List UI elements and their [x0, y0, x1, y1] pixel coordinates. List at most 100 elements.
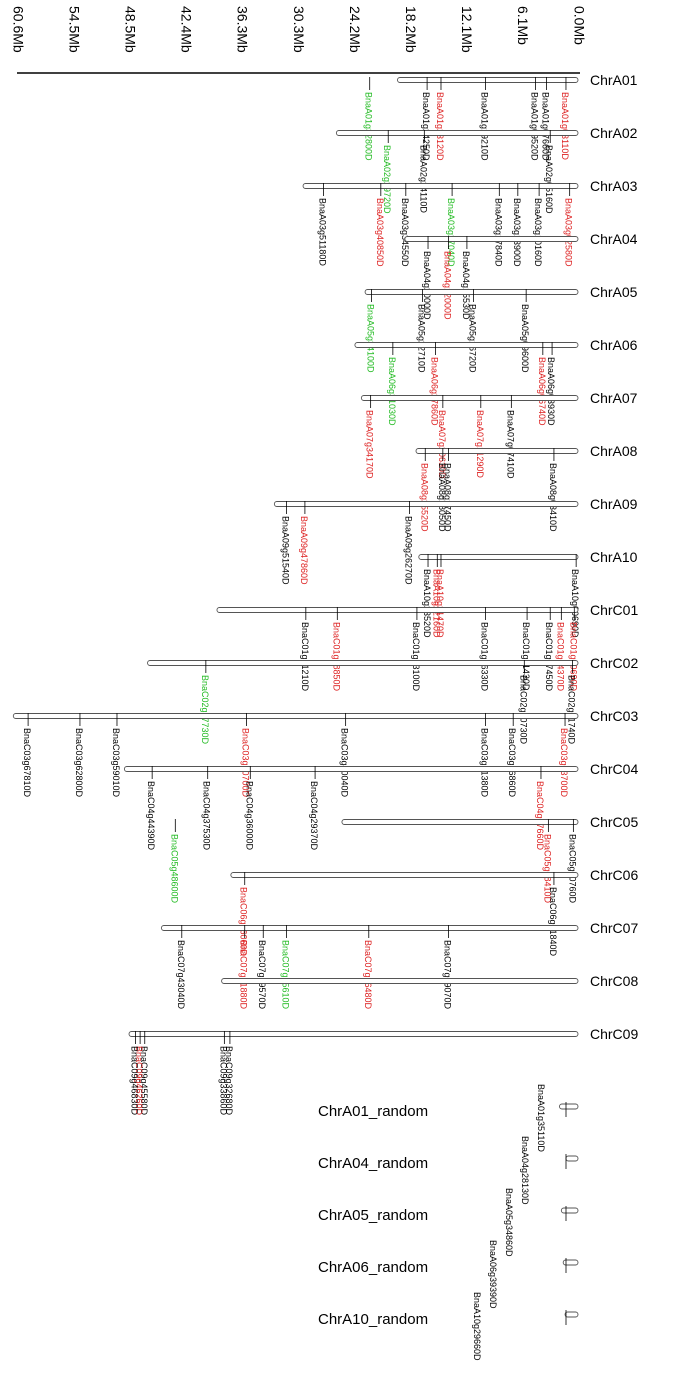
gene-label: BnaA07g11290D: [475, 410, 485, 478]
chromosome-bar: [230, 872, 579, 878]
scaffold-bar: [565, 1155, 579, 1162]
chromosome-bar: [123, 766, 579, 772]
gene-label: BnaA08g18050D: [437, 463, 447, 532]
gene-label: BnaC06g36060D: [239, 887, 249, 957]
chromosome-chrc06: ChrC06 BnaC06g01840D BnaC06g36060D: [230, 867, 638, 957]
chromosome-bar: [221, 978, 579, 984]
chromosome-chra07: ChrA07 BnaA07g07410D BnaA07g11290D BnaA07g2…: [360, 390, 638, 479]
scaffold-label: ChrA10_random: [318, 1311, 428, 1328]
gene-label: BnaA06g27860D: [429, 357, 439, 426]
gene-label: BnaC01g31210D: [300, 622, 310, 692]
gene-label: BnaA10g22160D: [431, 569, 441, 638]
gene-label: BnaC03g59010D: [111, 728, 121, 798]
gene-label: BnaA04g20000D: [422, 251, 432, 320]
gene-label: BnaC01g28850D: [331, 622, 341, 692]
gene-label: BnaA05g34860D: [504, 1188, 514, 1257]
chromosome-chrc01: ChrC01 BnaC01g00690DBnaC01g04370DBnaC01g0…: [216, 602, 638, 692]
chromosome-bar: [364, 289, 579, 295]
gene-label: BnaC05g08410D: [542, 834, 552, 904]
gene-label: BnaC02g10730D: [518, 675, 528, 745]
chromosome-label: ChrA10: [590, 549, 638, 565]
gene-label: BnaC03g62800D: [74, 728, 84, 798]
gene-label: BnaA05g34100D: [366, 304, 376, 373]
gene-label: BnaC04g44390D: [146, 781, 156, 851]
chromosome-bar: [418, 554, 579, 560]
chromosome-label: ChrA02: [590, 125, 638, 141]
gene-label: BnaA04g28130D: [520, 1136, 530, 1205]
gene-label: BnaA01g32800D: [364, 92, 374, 161]
gene-label: BnaC09g46260D: [134, 1046, 144, 1116]
chromosome-label: ChrA06: [590, 337, 638, 353]
gene-label: BnaC04g37530D: [202, 781, 212, 851]
random-scaffold-chra05-random: ChrA05_random BnaA05g34860D: [318, 1188, 579, 1257]
gene-label: BnaA03g13900D: [512, 198, 522, 267]
chromosome-bar: [128, 1031, 579, 1037]
chromosome-bar: [360, 395, 579, 401]
chromosome-chra04: ChrA04 BnaA04g12000D BnaA04g15530D BnaA04g2…: [404, 231, 638, 320]
chromosome-label: ChrA07: [590, 390, 638, 406]
gene-label: BnaA07g07410D: [505, 410, 515, 479]
chromosome-chrc05: ChrC05 BnaC05g00760D BnaC05g08410D BnaC05g4…: [169, 814, 638, 904]
axis-tick-label: 30.3Mb: [291, 6, 307, 53]
gene-label: BnaA03g27040D: [446, 198, 456, 267]
scaffold-bar: [564, 1311, 579, 1318]
chromosome-bar: [341, 819, 579, 825]
axis-tick-label: 42.4Mb: [179, 6, 195, 53]
gene-label: BnaC07g43040D: [176, 940, 186, 1010]
gene-label: BnaC01g00690D: [568, 622, 578, 692]
gene-label: BnaA10g00690D: [570, 569, 580, 638]
gene-label: BnaA03g10160D: [533, 198, 543, 267]
gene-label: BnaA06g03930D: [546, 357, 556, 426]
gene-label: BnaC01g16330D: [479, 622, 489, 692]
gene-label: BnaA01g23120D: [435, 92, 445, 161]
gene-label: BnaC09g46830D: [129, 1046, 139, 1116]
gene-label: BnaA06g39390D: [488, 1240, 498, 1309]
gene-label: BnaC09g45580D: [139, 1046, 149, 1116]
gene-label: BnaA06g31030D: [387, 357, 397, 426]
chromosome-bar: [160, 925, 579, 931]
chromosome-bar: [335, 130, 579, 136]
axis-tick-label: 18.2Mb: [403, 6, 419, 53]
chromosome-chra10: ChrA10 BnaA10g00690D BnaA10g21470DBnaA10g2…: [418, 549, 638, 638]
random-scaffold-chra04-random: ChrA04_random BnaA04g28130D: [318, 1136, 579, 1205]
chromosome-bar: [302, 183, 579, 189]
gene-label: BnaA03g34550D: [400, 198, 410, 267]
axis-tick-label: 54.5Mb: [66, 6, 82, 53]
gene-label: BnaC07g16480D: [363, 940, 373, 1010]
gene-label: BnaA08g03410D: [548, 463, 558, 532]
gene-label: BnaC04g29370D: [309, 781, 319, 851]
gene-label: BnaC01g04370D: [555, 622, 565, 692]
gene-label: BnaC06g01840D: [548, 887, 558, 957]
axis-tick-label: 48.5Mb: [122, 6, 138, 53]
scale-axis: 0.0Mb 6.1Mb 12.1Mb 18.2Mb 24.2Mb 30.3Mb 36.3Mb…: [10, 6, 587, 74]
chromosome-chra03: ChrA03 BnaA03g02580D BnaA03g10160D BnaA03g1…: [302, 178, 638, 267]
chromosome-label: ChrC09: [590, 1026, 638, 1042]
chromosome-chrc07: ChrC07 BnaC07g09070D BnaC07g16480D BnaC07g2…: [160, 920, 638, 1010]
gene-label: BnaA02g24110D: [418, 145, 428, 213]
chromosome-chrc04: ChrC04 BnaC04g07660D BnaC04g29370D BnaC04g3…: [123, 761, 638, 851]
gene-label: BnaC03g50700D: [241, 728, 251, 798]
chromosome-label: ChrA05: [590, 284, 638, 300]
gene-label: BnaC03g16860D: [507, 728, 517, 798]
chromosome-chrc08: ChrC08: [221, 973, 638, 989]
chromosome-label: ChrA08: [590, 443, 638, 459]
gene-label: BnaC04g07660D: [535, 781, 545, 851]
gene-label: BnaA09g26270D: [404, 516, 414, 585]
gene-label: BnaC07g25610D: [280, 940, 290, 1010]
chromosome-label: ChrC01: [590, 602, 638, 618]
chromosome-label: ChrC08: [590, 973, 638, 989]
gene-label: BnaC03g67810D: [22, 728, 32, 798]
gene-label: BnaC04g36000D: [244, 781, 254, 851]
gene-label: BnaA03g51180D: [317, 198, 327, 266]
scaffold-bar: [559, 1103, 579, 1110]
gene-label: BnaA01g03110D: [560, 92, 570, 160]
gene-label: BnaA05g09600D: [520, 304, 530, 373]
chromosome-label: ChrC02: [590, 655, 638, 671]
chromosome-bar: [354, 342, 579, 348]
random-scaffold-chra01-random: ChrA01_random BnaA01g35110D: [318, 1084, 579, 1152]
axis-tick-label: 0.0Mb: [571, 6, 587, 45]
axis-tick-label: 24.2Mb: [347, 6, 363, 53]
chromosome-chrc03: ChrC03 BnaC03g03700D BnaC03g16860D BnaC03g2…: [12, 708, 638, 798]
